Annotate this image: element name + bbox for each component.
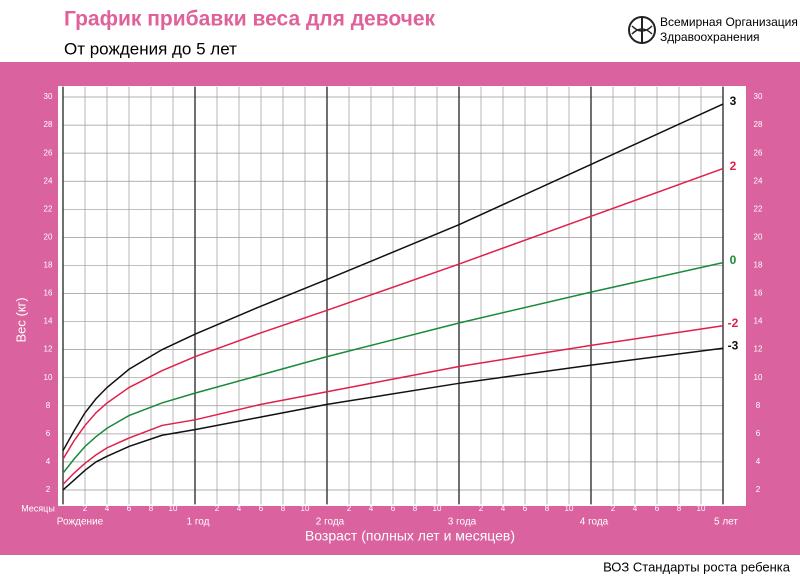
y-tick-label: 24 xyxy=(754,176,763,185)
y-tick-label: 10 xyxy=(754,373,763,382)
x-tick-label: 2 xyxy=(347,504,352,513)
y-tick-label: 10 xyxy=(44,373,53,382)
organization-name: Всемирная Организация xyxy=(660,15,798,29)
series-label: -2 xyxy=(728,316,739,330)
y-tick-label: 20 xyxy=(44,232,53,241)
series-label: 3 xyxy=(730,94,737,108)
y-tick-label: 30 xyxy=(44,92,53,101)
x-tick-label: 6 xyxy=(391,504,396,513)
x-tick-label: 8 xyxy=(677,504,682,513)
x-tick-label: 10 xyxy=(301,504,310,513)
y-tick-label: 30 xyxy=(754,92,763,101)
x-tick-label: 4 xyxy=(633,504,638,513)
x-tick-label: 2 xyxy=(83,504,88,513)
x-tick-label: 8 xyxy=(545,504,550,513)
x-tick-label: 6 xyxy=(523,504,528,513)
plot-area xyxy=(58,86,746,506)
chart-title: График прибавки веса для девочек xyxy=(64,8,436,31)
x-tick-label: 10 xyxy=(565,504,574,513)
x-tick-label: 4 xyxy=(237,504,242,513)
y-tick-label: 26 xyxy=(754,148,763,157)
who-logo xyxy=(628,16,656,44)
y-tick-label: 2 xyxy=(756,485,761,494)
x-major-tick-label: 2 года xyxy=(316,517,345,528)
x-tick-label: 6 xyxy=(655,504,660,513)
chart-subtitle: От рождения до 5 лет xyxy=(64,39,237,58)
x-tick-label: 4 xyxy=(501,504,506,513)
x-major-tick-label: 1 год xyxy=(187,517,210,528)
series-line xyxy=(62,347,724,491)
x-tick-label: 8 xyxy=(149,504,154,513)
y-tick-label: 16 xyxy=(754,289,763,298)
x-major-tick-label: 5 лет xyxy=(714,517,738,528)
y-tick-label: 18 xyxy=(754,261,763,270)
x-tick-label: 4 xyxy=(105,504,110,513)
y-tick-label: 24 xyxy=(44,176,53,185)
x-major-tick-label: Рождение xyxy=(57,517,104,528)
y-tick-label: 28 xyxy=(44,120,53,129)
y-tick-label: 4 xyxy=(756,457,761,466)
x-axis-label: Возраст (полных лет и месяцев) xyxy=(305,528,515,544)
series-label: -3 xyxy=(728,338,739,352)
y-tick-label: 8 xyxy=(46,401,51,410)
series-line xyxy=(62,325,724,485)
y-tick-label: 6 xyxy=(756,429,761,438)
y-tick-label: 16 xyxy=(44,289,53,298)
x-major-tick-label: 4 года xyxy=(580,517,609,528)
series-label: 2 xyxy=(730,159,737,173)
series-line xyxy=(62,261,724,474)
x-tick-label: 2 xyxy=(215,504,220,513)
y-tick-label: 8 xyxy=(756,401,761,410)
x-major-tick-label: 3 года xyxy=(448,517,477,528)
y-tick-label: 18 xyxy=(44,261,53,270)
y-tick-label: 6 xyxy=(46,429,51,438)
series-line xyxy=(62,103,724,452)
y-tick-label: 2 xyxy=(46,485,51,494)
series-line xyxy=(62,167,724,460)
y-tick-label: 12 xyxy=(44,345,53,354)
x-tick-label: 2 xyxy=(479,504,484,513)
y-axis-label: Вес (кг) xyxy=(13,297,28,342)
x-tick-label: 6 xyxy=(259,504,264,513)
x-tick-label: 10 xyxy=(169,504,178,513)
y-tick-label: 14 xyxy=(44,317,53,326)
x-tick-label: 10 xyxy=(697,504,706,513)
y-tick-label: 4 xyxy=(46,457,51,466)
organization-name: Здравоохранения xyxy=(660,30,760,44)
x-tick-label: 4 xyxy=(369,504,374,513)
y-tick-label: 22 xyxy=(44,204,53,213)
x-tick-label: 8 xyxy=(281,504,286,513)
y-tick-label: 28 xyxy=(754,120,763,129)
y-tick-label: 22 xyxy=(754,204,763,213)
x-tick-label: 10 xyxy=(433,504,442,513)
y-tick-label: 26 xyxy=(44,148,53,157)
y-tick-label: 12 xyxy=(754,345,763,354)
x-minor-label: Месяцы xyxy=(21,503,55,513)
x-tick-label: 2 xyxy=(611,504,616,513)
x-tick-label: 6 xyxy=(127,504,132,513)
y-tick-label: 20 xyxy=(754,232,763,241)
footer: ВОЗ Стандарты роста ребенка xyxy=(603,559,791,574)
y-tick-label: 14 xyxy=(754,317,763,326)
series-label: 0 xyxy=(730,253,737,267)
x-tick-label: 8 xyxy=(413,504,418,513)
